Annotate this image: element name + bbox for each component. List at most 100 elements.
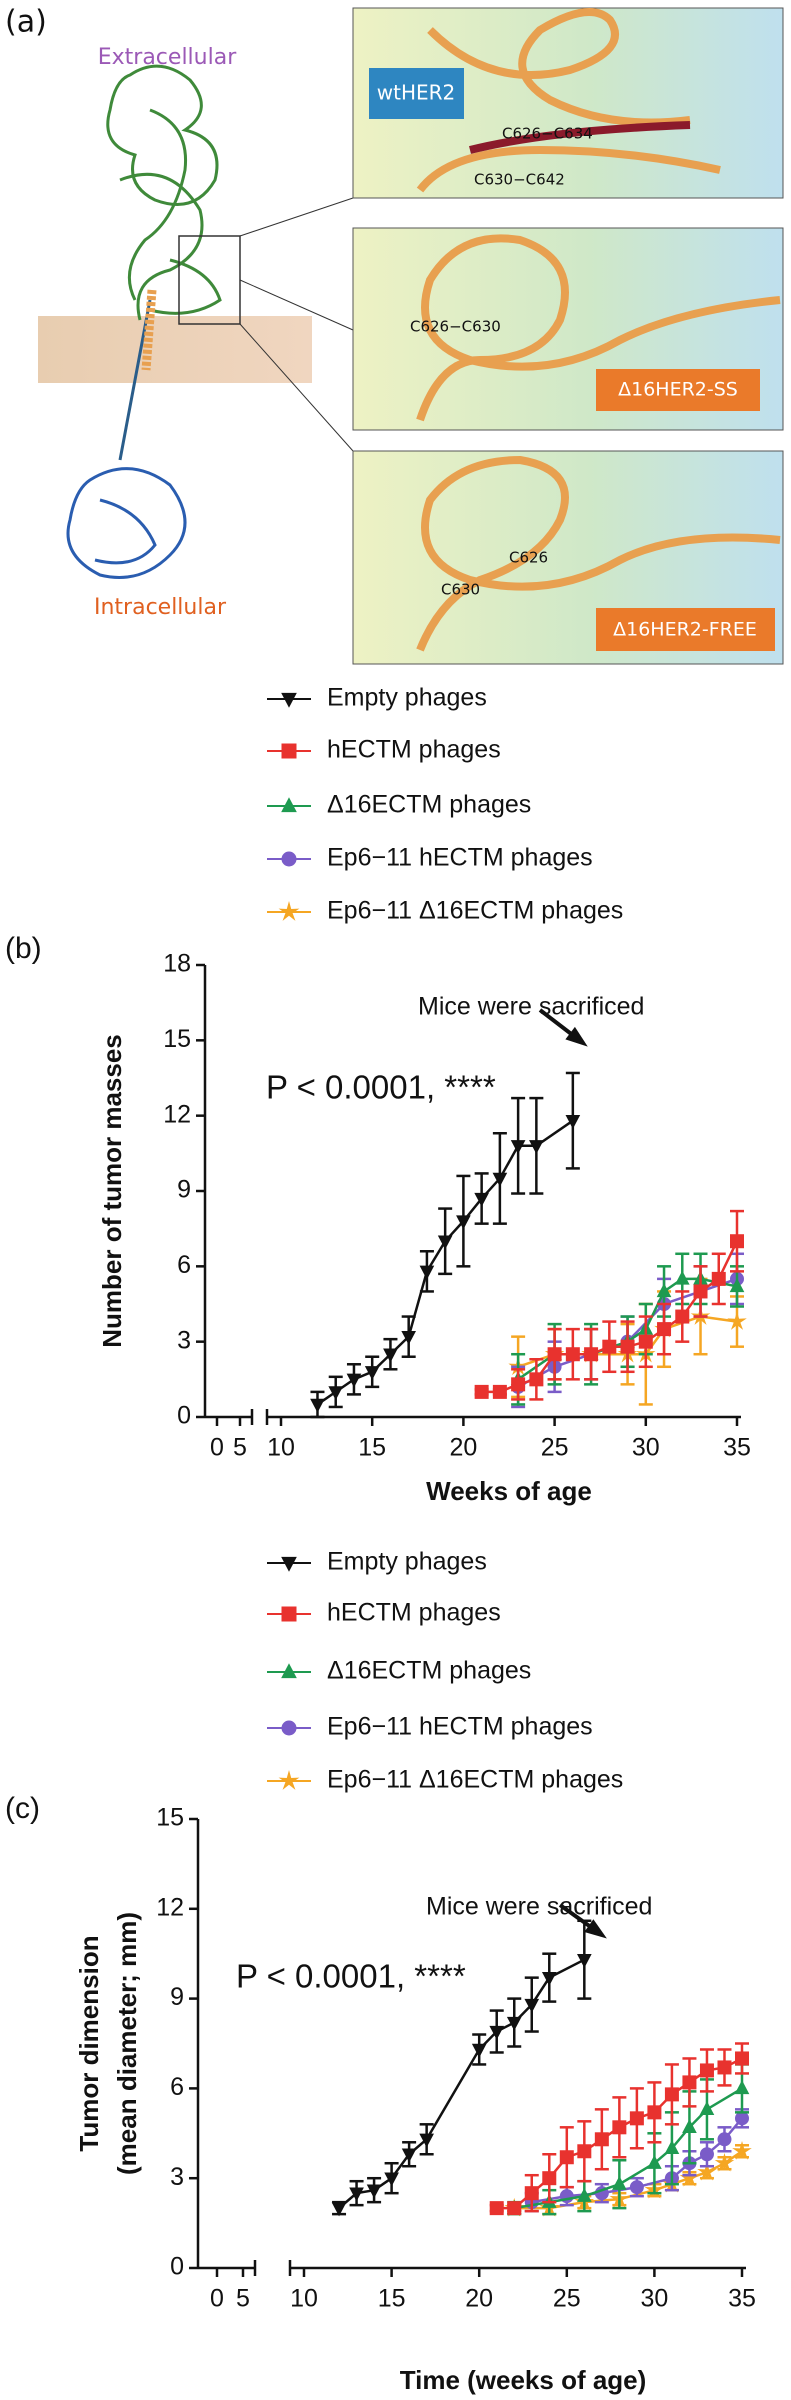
legend-marker — [281, 692, 297, 708]
legend-marker — [278, 901, 300, 921]
x-axis-label: Weeks of age — [426, 1476, 592, 1506]
marker — [565, 1347, 580, 1362]
bond-label: C626 — [509, 549, 548, 567]
legend-marker — [281, 797, 297, 813]
marker — [664, 2140, 680, 2154]
x-axis-label: Time (weeks of age) — [400, 2365, 647, 2395]
marker — [565, 1114, 581, 1129]
marker — [714, 2152, 735, 2172]
y-tick-label: 0 — [170, 2253, 184, 2281]
label-box — [369, 68, 464, 119]
y-tick-label: 6 — [177, 1251, 191, 1279]
legend-label: Δ16ECTM phages — [327, 1657, 531, 1685]
annotation: Mice were sacrificed — [426, 1893, 652, 1921]
y-tick-label: 15 — [163, 1025, 191, 1053]
marker — [541, 1971, 557, 1986]
marker — [419, 2133, 434, 2148]
stat-label: P < 0.0001, **** — [266, 1069, 496, 1106]
y-tick-label: 15 — [156, 1804, 184, 1832]
marker — [547, 1347, 562, 1362]
marker — [364, 1366, 380, 1381]
x-tick-label: 25 — [541, 1434, 569, 1462]
loop — [416, 455, 781, 652]
marker — [384, 2172, 399, 2187]
y-axis-label: (mean diameter; mm) — [112, 1912, 142, 2175]
legend-marker — [281, 1663, 297, 1679]
structure-panel: C626 C630 Δ16HER2-FREE — [352, 450, 784, 665]
marker — [674, 1270, 690, 1285]
marker — [717, 2060, 732, 2075]
x-tick-label: 0 — [210, 2285, 224, 2313]
marker — [620, 1339, 635, 1354]
bond-label: C626−C634 — [502, 125, 593, 143]
marker — [735, 2051, 749, 2066]
marker — [612, 2175, 627, 2190]
marker — [510, 1140, 526, 1155]
chart: Empty phages hECTM phages Δ16ECTM phages Ep… — [74, 1548, 756, 2395]
y-axis-label: Tumor dimension — [74, 1935, 104, 2151]
region-label: Intracellular — [94, 595, 227, 620]
legend-marker — [281, 851, 297, 867]
y-tick-label: 18 — [163, 950, 191, 978]
y-tick-label: 3 — [177, 1326, 191, 1354]
structure-label: Δ16HER2-FREE — [613, 619, 757, 641]
legend-label: hECTM phages — [327, 1599, 501, 1627]
label-box — [596, 608, 775, 651]
x-tick-label: 0 — [210, 1434, 224, 1462]
marker — [542, 2171, 557, 2186]
marker — [489, 2201, 504, 2216]
marker — [492, 1384, 507, 1399]
x-tick-label: 10 — [267, 1434, 295, 1462]
legend-label: Ep6−11 Δ16ECTM phages — [327, 897, 623, 925]
marker — [693, 1284, 708, 1299]
marker — [697, 2161, 717, 2181]
loop — [416, 8, 721, 193]
marker — [711, 1271, 726, 1286]
connector — [239, 279, 354, 331]
helix — [141, 289, 157, 371]
y-tick-label: 3 — [170, 2163, 184, 2191]
marker — [732, 2140, 752, 2160]
x-tick-label: 30 — [632, 1434, 660, 1462]
loop — [469, 121, 691, 154]
structure-label: Δ16HER2-SS — [618, 379, 738, 401]
legend-label: Ep6−11 hECTM phages — [327, 1713, 593, 1741]
marker — [474, 1384, 489, 1399]
legend-label: Empty phages — [327, 684, 487, 712]
marker — [507, 2201, 522, 2216]
y-tick-label: 9 — [170, 1983, 184, 2011]
marker — [506, 2016, 522, 2031]
x-tick-label: 35 — [728, 2285, 756, 2313]
membrane — [38, 316, 312, 383]
connector — [239, 323, 354, 452]
panel-a: (a) Extracellular Intracellular wtHER2 C… — [5, 5, 784, 665]
panel-label: (b) — [5, 932, 42, 965]
marker — [366, 2184, 382, 2199]
bond-label: C630−C642 — [474, 171, 565, 189]
intracellular-domain — [66, 467, 187, 579]
arrow-head — [565, 1026, 588, 1047]
marker — [529, 1372, 544, 1387]
panel-label: (a) — [5, 5, 47, 40]
marker — [682, 2119, 697, 2134]
marker — [524, 2186, 539, 2201]
panel-label: (c) — [5, 1792, 40, 1825]
marker — [529, 1140, 544, 1155]
marker — [577, 2144, 592, 2159]
marker — [647, 2105, 662, 2120]
marker — [727, 1311, 747, 1330]
y-tick-label: 9 — [177, 1176, 191, 1204]
marker — [584, 1347, 599, 1362]
x-tick-label: 10 — [290, 2285, 318, 2313]
marker — [647, 2155, 662, 2169]
y-tick-label: 0 — [177, 1402, 191, 1430]
marker — [656, 1283, 672, 1298]
marker — [717, 2132, 732, 2147]
structure-label: wtHER2 — [377, 81, 456, 105]
marker — [664, 2087, 679, 2102]
marker — [328, 1386, 344, 1401]
y-tick-label: 6 — [170, 2073, 184, 2101]
legend-label: hECTM phages — [327, 736, 501, 764]
marker — [699, 2063, 714, 2078]
annotation: Mice were sacrificed — [418, 993, 644, 1021]
